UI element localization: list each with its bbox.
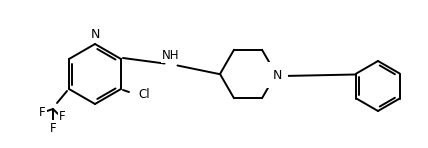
Text: N: N [272, 69, 282, 82]
Text: N: N [90, 28, 100, 41]
Text: NH: NH [162, 49, 179, 62]
Text: F: F [39, 106, 45, 119]
Text: F: F [50, 122, 56, 135]
Text: F: F [59, 111, 65, 123]
Text: Cl: Cl [138, 89, 150, 102]
